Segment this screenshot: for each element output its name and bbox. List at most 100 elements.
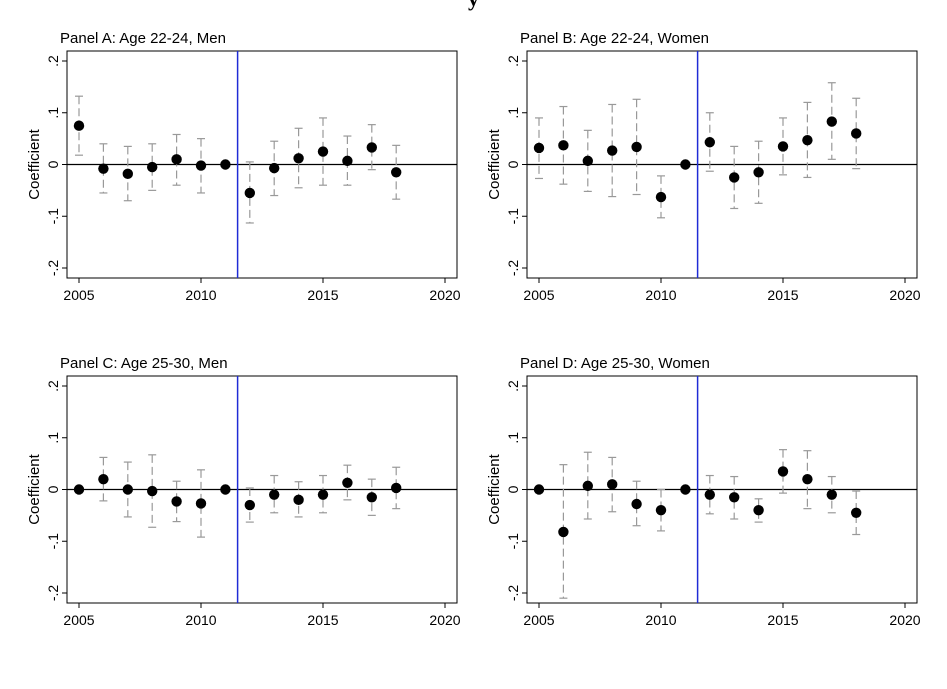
data-point <box>851 128 862 139</box>
y-tick-label: -.1 <box>45 208 61 225</box>
panel-title: Panel C: Age 25-30, Men <box>60 355 228 372</box>
data-point <box>631 498 642 510</box>
panel-d-chart: Panel D: Age 25-30, Women .2 .1 0 -.1 -.22005… <box>486 355 921 628</box>
y-tick-label: -.1 <box>505 533 521 550</box>
y-tick-label: 0 <box>45 160 61 168</box>
data-point <box>342 155 353 167</box>
panel-d: Panel D: Age 25-30, Women .2 .1 0 -.1 -.2 2005… <box>480 345 940 685</box>
data-point <box>753 167 764 178</box>
data-point <box>655 505 667 516</box>
data-point <box>704 489 715 500</box>
x-tick-label: 2010 <box>185 287 216 303</box>
y-tick-label: .2 <box>45 380 61 392</box>
data-point <box>73 120 85 131</box>
data-point <box>147 485 158 497</box>
data-point <box>317 146 329 157</box>
y-tick-label: -.2 <box>45 585 61 602</box>
data-point <box>777 466 789 477</box>
data-point <box>533 142 545 154</box>
y-tick-label: -.2 <box>505 585 521 602</box>
y-tick-label: -.1 <box>505 208 521 225</box>
x-tick-label: 2020 <box>889 612 920 628</box>
data-point <box>269 489 280 500</box>
data-point <box>607 145 618 156</box>
y-tick-label: .2 <box>505 55 521 67</box>
y-tick-label: -.2 <box>45 260 61 277</box>
x-tick-label: 2005 <box>523 287 554 303</box>
data-point <box>391 167 402 178</box>
panel-a: Panel A: Age 22-24, Men .2 .1 0 -.1 -.2 2005 20… <box>20 20 480 360</box>
data-point <box>147 161 158 173</box>
data-point <box>558 526 569 538</box>
y-tick-label: -.1 <box>45 533 61 550</box>
x-tick-label: 2005 <box>63 287 94 303</box>
data-point <box>195 160 207 171</box>
data-point <box>851 507 862 518</box>
data-point <box>826 489 837 500</box>
data-point <box>680 484 691 495</box>
data-point <box>122 484 133 495</box>
y-tick-label: .1 <box>505 432 521 444</box>
panel-title: Panel D: Age 25-30, Women <box>520 355 710 372</box>
data-point <box>171 154 182 165</box>
data-point <box>293 153 304 164</box>
x-tick-label: 2010 <box>645 612 676 628</box>
x-tick-label: 2015 <box>767 287 798 303</box>
y-tick-label: 0 <box>505 160 521 168</box>
data-point <box>391 482 402 494</box>
y-tick-label: .1 <box>505 107 521 119</box>
data-point <box>171 496 182 507</box>
y-axis-label: Coefficient <box>486 453 503 524</box>
data-point <box>680 159 691 170</box>
x-tick-label: 2005 <box>63 612 94 628</box>
x-tick-label: 2020 <box>429 612 460 628</box>
data-point <box>366 142 377 153</box>
data-point <box>582 155 593 167</box>
panel-title: Panel A: Age 22-24, Men <box>60 30 226 47</box>
x-tick-label: 2010 <box>185 612 216 628</box>
data-point <box>244 499 255 511</box>
panel-b-chart: Panel B: Age 22-24, Women .2 .1 0 -.1 -.22005… <box>486 30 921 303</box>
data-point <box>98 163 109 174</box>
data-point <box>802 473 813 485</box>
data-point <box>729 172 740 183</box>
data-point <box>582 480 593 492</box>
data-point <box>655 191 667 203</box>
data-point <box>704 137 715 148</box>
data-point <box>729 492 740 503</box>
panel-b: Panel B: Age 22-24, Women .2 .1 0 -.1 -.2 2005… <box>480 20 940 360</box>
y-tick-label: .2 <box>505 380 521 392</box>
panel-c: Panel C: Age 25-30, Men .2 .1 0 -.1 -.2 2005 20… <box>20 345 480 685</box>
data-point <box>195 498 207 509</box>
y-tick-label: .1 <box>45 107 61 119</box>
x-tick-label: 2015 <box>767 612 798 628</box>
y-axis-label: Coefficient <box>26 453 43 524</box>
x-tick-label: 2015 <box>307 612 338 628</box>
page-title: y <box>0 0 947 12</box>
data-point <box>293 494 304 506</box>
y-axis-label: Coefficient <box>26 128 43 199</box>
data-point <box>342 477 353 488</box>
data-point <box>244 187 255 199</box>
data-point <box>533 484 545 495</box>
data-point <box>317 489 329 500</box>
x-tick-label: 2010 <box>645 287 676 303</box>
data-point <box>777 141 789 152</box>
data-point <box>558 140 569 151</box>
data-point <box>826 116 837 127</box>
y-tick-label: .2 <box>45 55 61 67</box>
y-tick-label: -.2 <box>505 260 521 277</box>
panel-title: Panel B: Age 22-24, Women <box>520 30 709 47</box>
y-axis-label: Coefficient <box>486 128 503 199</box>
x-tick-label: 2005 <box>523 612 554 628</box>
data-point <box>73 484 85 495</box>
data-point <box>631 141 642 153</box>
data-point <box>122 168 133 180</box>
data-point <box>98 473 109 485</box>
data-point <box>753 505 764 516</box>
x-tick-label: 2020 <box>889 287 920 303</box>
data-point <box>607 479 618 490</box>
data-point <box>366 492 377 503</box>
